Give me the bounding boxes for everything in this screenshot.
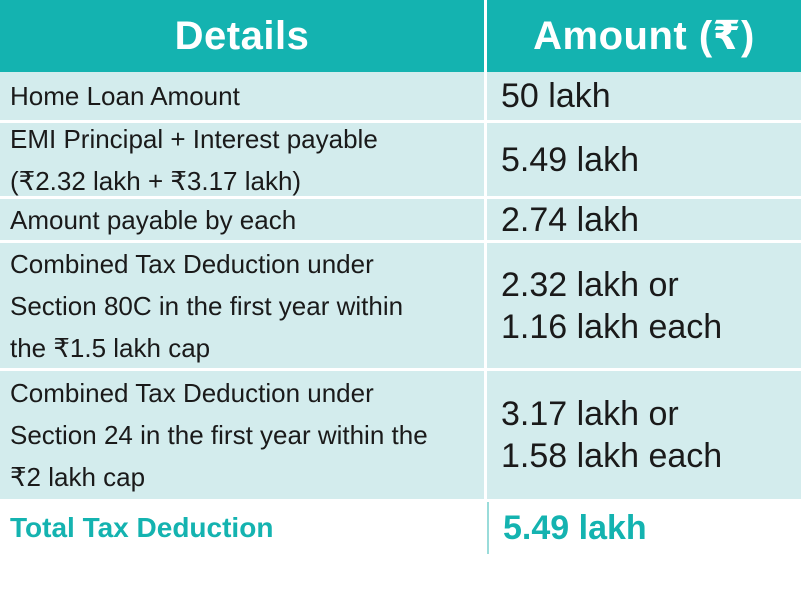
- row-value-amount-each: 2.74 lakh: [487, 199, 801, 243]
- header-details: Details: [0, 0, 487, 72]
- row-label-section-80c: Combined Tax Deduction under Section 80C…: [0, 243, 487, 371]
- header-amount: Amount (₹): [487, 0, 801, 72]
- total-label: Total Tax Deduction: [0, 502, 487, 554]
- row-value-section-24: 3.17 lakh or 1.58 lakh each: [487, 371, 801, 502]
- row-value-emi-payable: 5.49 lakh: [487, 123, 801, 199]
- row-label-emi-payable: EMI Principal + Interest payable (₹2.32 …: [0, 123, 487, 199]
- total-value: 5.49 lakh: [487, 502, 801, 554]
- row-value-home-loan-amount: 50 lakh: [487, 72, 801, 123]
- row-value-section-80c: 2.32 lakh or 1.16 lakh each: [487, 243, 801, 371]
- row-label-section-24: Combined Tax Deduction under Section 24 …: [0, 371, 487, 502]
- row-label-amount-each: Amount payable by each: [0, 199, 487, 243]
- row-label-home-loan-amount: Home Loan Amount: [0, 72, 487, 123]
